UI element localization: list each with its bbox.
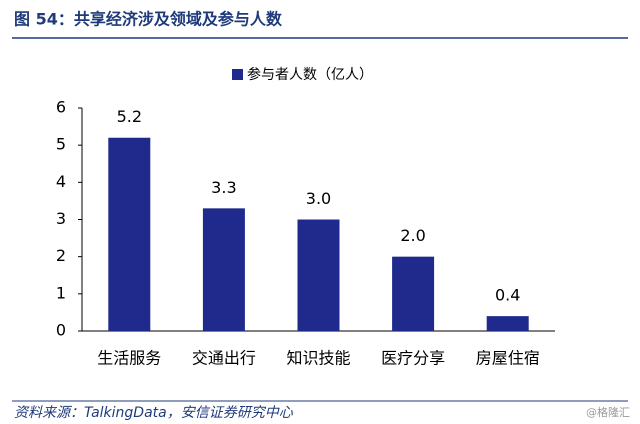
data-label: 2.0 xyxy=(400,226,425,245)
data-label: 0.4 xyxy=(495,286,520,305)
y-tick-label: 0 xyxy=(56,321,66,340)
x-tick-label: 房屋住宿 xyxy=(476,349,540,368)
x-tick-label: 知识技能 xyxy=(286,349,350,368)
x-tick-label: 医疗分享 xyxy=(381,349,445,368)
x-tick-label: 生活服务 xyxy=(97,349,161,368)
bar xyxy=(297,219,340,331)
y-tick-label: 3 xyxy=(56,209,66,228)
data-label: 3.3 xyxy=(211,178,236,197)
bar xyxy=(202,208,245,331)
y-tick-label: 2 xyxy=(56,246,66,265)
watermark: @格隆汇 xyxy=(586,405,630,419)
legend-swatch xyxy=(232,69,243,80)
y-tick-label: 5 xyxy=(56,135,66,154)
bar xyxy=(486,316,529,331)
bar xyxy=(392,256,435,331)
chart-title: 图 54：共享经济涉及领域及参与人数 xyxy=(14,10,283,29)
y-tick-label: 4 xyxy=(56,172,66,191)
y-tick-label: 1 xyxy=(56,283,66,302)
source-note: 资料来源：TalkingData，安信证券研究中心 xyxy=(14,405,294,421)
legend-label: 参与者人数（亿人） xyxy=(247,66,373,83)
data-label: 3.0 xyxy=(306,189,331,208)
x-tick-label: 交通出行 xyxy=(192,349,256,368)
data-label: 5.2 xyxy=(117,107,142,126)
y-tick-label: 6 xyxy=(56,98,66,117)
bar xyxy=(108,137,151,331)
